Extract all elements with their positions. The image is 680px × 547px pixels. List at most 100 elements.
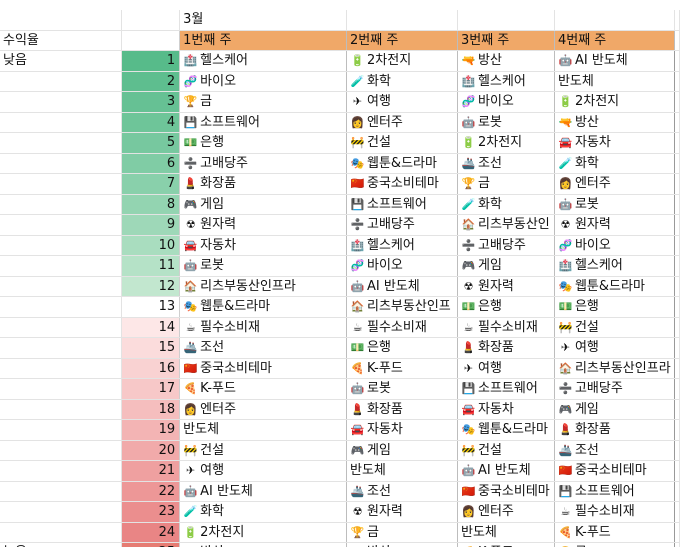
rank-cell[interactable]: 18 xyxy=(121,399,181,420)
sector-cell[interactable]: 🤖 로봇 xyxy=(179,255,348,277)
sector-cell[interactable]: 👩 엔터주 xyxy=(346,112,458,133)
sector-cell[interactable]: 🎭 웹툰&드라마 xyxy=(554,276,675,297)
cell[interactable] xyxy=(0,440,123,461)
sector-cell[interactable]: 🏆금 xyxy=(346,522,458,543)
cell[interactable] xyxy=(0,214,123,236)
sector-cell[interactable]: 🚘 자동차 xyxy=(179,235,348,256)
rank-cell[interactable]: 14 xyxy=(121,317,181,338)
sector-cell[interactable]: 🍕K-푸드 xyxy=(179,378,348,400)
sector-cell[interactable]: 🎭 웹툰&드라마 xyxy=(179,296,348,318)
sector-cell[interactable]: 반도체 xyxy=(179,419,348,441)
sector-cell[interactable]: 🏆금 xyxy=(457,173,555,195)
sector-cell[interactable]: 🔫방산 xyxy=(179,542,348,547)
sector-cell[interactable]: 🚧 건설 xyxy=(457,440,555,461)
sector-cell[interactable]: 🏠 리츠부동산인프 xyxy=(346,296,458,318)
cell[interactable] xyxy=(0,235,123,256)
sector-cell[interactable]: 🚘 자동차 xyxy=(554,132,675,154)
sector-cell[interactable]: 🚢 조선 xyxy=(179,337,348,359)
cell[interactable] xyxy=(674,460,680,482)
cell[interactable] xyxy=(0,460,123,482)
cell[interactable] xyxy=(674,132,680,154)
rank-cell[interactable]: 16 xyxy=(121,358,181,379)
sector-cell[interactable]: 반도체 xyxy=(457,522,555,543)
high-label[interactable]: 높음 xyxy=(0,542,123,547)
cell[interactable] xyxy=(674,30,680,51)
cell[interactable] xyxy=(674,481,680,502)
cell[interactable] xyxy=(0,91,123,113)
cell[interactable] xyxy=(0,399,123,420)
rank-cell[interactable]: 22 xyxy=(121,481,181,502)
sector-cell[interactable]: 🧬 바이오 xyxy=(179,71,348,92)
sector-cell[interactable]: ☕ 필수소비재 xyxy=(179,317,348,338)
cell[interactable] xyxy=(0,378,123,400)
sector-cell[interactable]: 💾 소프트웨어 xyxy=(179,112,348,133)
sector-cell[interactable]: 🚘 자동차 xyxy=(457,399,555,420)
sector-cell[interactable]: 🤖 AI 반도체 xyxy=(554,50,675,72)
cell[interactable] xyxy=(0,522,123,543)
sector-cell[interactable]: 🏆금 xyxy=(179,91,348,113)
cell[interactable] xyxy=(674,419,680,441)
cell[interactable] xyxy=(0,419,123,441)
sector-cell[interactable]: 🔋 2차전지 xyxy=(346,50,458,72)
sector-cell[interactable]: 🎭 웹툰&드라마 xyxy=(457,419,555,441)
sector-cell[interactable]: 🇨🇳 중국소비테마 xyxy=(179,358,348,379)
sector-cell[interactable]: 🔋 2차전지 xyxy=(457,132,555,154)
sector-cell[interactable]: 🔫방산 xyxy=(457,50,555,72)
sector-cell[interactable]: 🧬 바이오 xyxy=(346,255,458,277)
rank-cell[interactable]: 23 xyxy=(121,501,181,523)
week-header-3[interactable]: 3번째 주 xyxy=(457,30,555,51)
rank-cell[interactable]: 1 xyxy=(121,50,181,72)
sector-cell[interactable]: 🤖 AI 반도체 xyxy=(179,481,348,502)
sector-cell[interactable]: 🍕K-푸드 xyxy=(457,542,555,547)
sector-cell[interactable]: ➗ 고배당주 xyxy=(346,214,458,236)
sector-cell[interactable]: 🏠 리츠부동산인프라 xyxy=(554,358,675,379)
cell[interactable] xyxy=(674,214,680,236)
cell[interactable] xyxy=(121,10,181,31)
row-label[interactable]: 수익율 xyxy=(0,30,123,51)
rank-cell[interactable]: 17 xyxy=(121,378,181,400)
sector-cell[interactable]: 💵 은행 xyxy=(346,337,458,359)
sector-cell[interactable]: 👩 엔터주 xyxy=(457,501,555,523)
sector-cell[interactable]: ✈ 여행 xyxy=(179,460,348,482)
sector-cell[interactable]: 🔋 2차전지 xyxy=(554,91,675,113)
cell[interactable] xyxy=(674,440,680,461)
rank-cell[interactable]: 20 xyxy=(121,440,181,461)
sector-cell[interactable]: 🎮 게임 xyxy=(554,399,675,420)
cell[interactable] xyxy=(0,153,123,174)
cell[interactable] xyxy=(674,501,680,523)
cell[interactable] xyxy=(0,481,123,502)
sector-cell[interactable]: 🧪 화학 xyxy=(457,194,555,215)
cell[interactable] xyxy=(0,501,123,523)
cell[interactable] xyxy=(674,378,680,400)
sector-cell[interactable]: ☢ 원자력 xyxy=(554,214,675,236)
cell[interactable] xyxy=(674,153,680,174)
sector-cell[interactable]: ✈ 여행 xyxy=(457,358,555,379)
sector-cell[interactable]: 🎮 게임 xyxy=(346,440,458,461)
sector-cell[interactable]: 🏠 리츠부동산인프라 xyxy=(179,276,348,297)
rank-cell[interactable]: 4 xyxy=(121,112,181,133)
sector-cell[interactable]: 💵 은행 xyxy=(554,296,675,318)
cell[interactable] xyxy=(674,194,680,215)
sector-cell[interactable]: 반도체 xyxy=(346,460,458,482)
cell[interactable] xyxy=(674,71,680,92)
cell[interactable] xyxy=(674,10,680,31)
sector-cell[interactable]: 🤖 AI 반도체 xyxy=(457,460,555,482)
cell[interactable] xyxy=(0,337,123,359)
cell[interactable] xyxy=(674,91,680,113)
cell[interactable] xyxy=(674,358,680,379)
rank-cell[interactable]: 25 xyxy=(121,542,181,547)
sector-cell[interactable]: 🚧 건설 xyxy=(346,132,458,154)
sector-cell[interactable]: 🔫방산 xyxy=(346,542,458,547)
sector-cell[interactable]: ☕ 필수소비재 xyxy=(554,501,675,523)
cell[interactable] xyxy=(0,194,123,215)
sector-cell[interactable]: ✈ 여행 xyxy=(346,91,458,113)
sector-cell[interactable]: 🏥 헬스케어 xyxy=(554,255,675,277)
cell[interactable] xyxy=(0,358,123,379)
sector-cell[interactable]: 🇨🇳 중국소비테마 xyxy=(346,173,458,195)
sector-cell[interactable]: 🏥 헬스케어 xyxy=(179,50,348,72)
rank-cell[interactable]: 9 xyxy=(121,214,181,236)
cell[interactable] xyxy=(674,112,680,133)
sector-cell[interactable]: 🤖 로봇 xyxy=(346,378,458,400)
sector-cell[interactable]: 🧬 바이오 xyxy=(457,91,555,113)
sector-cell[interactable]: 🚢 조선 xyxy=(346,481,458,502)
